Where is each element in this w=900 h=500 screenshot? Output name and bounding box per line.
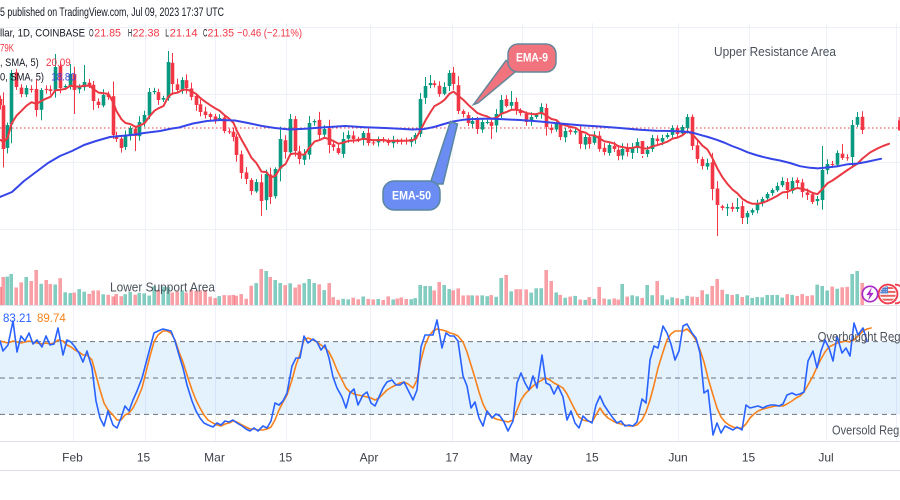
svg-text:Overbought Region: Overbought Region xyxy=(818,330,900,344)
svg-text:5 published on TradingView.com: 5 published on TradingView.com, Jul 09, … xyxy=(0,5,224,19)
svg-text:21.35: 21.35 xyxy=(208,28,235,40)
svg-text:Mar: Mar xyxy=(204,451,225,465)
svg-text:EMA-50: EMA-50 xyxy=(392,189,431,203)
svg-text:, SMA, 5): , SMA, 5) xyxy=(0,57,39,69)
svg-text:C: C xyxy=(203,28,207,40)
svg-text:15: 15 xyxy=(742,451,756,465)
svg-text:18.80: 18.80 xyxy=(51,72,76,84)
svg-text:89.74: 89.74 xyxy=(37,313,66,325)
svg-text:H: H xyxy=(128,28,132,40)
svg-text:22.38: 22.38 xyxy=(133,28,160,40)
svg-text:Feb: Feb xyxy=(62,451,83,465)
svg-text:17: 17 xyxy=(445,451,459,465)
svg-text:83.21: 83.21 xyxy=(3,313,32,325)
svg-text:Jun: Jun xyxy=(668,451,687,465)
svg-text:20.09: 20.09 xyxy=(46,57,71,69)
svg-text:21.14: 21.14 xyxy=(170,28,198,40)
svg-text:Apr: Apr xyxy=(360,451,379,465)
svg-text:0, SMA, 5): 0, SMA, 5) xyxy=(0,72,44,84)
svg-text:79K: 79K xyxy=(0,42,14,54)
svg-text:15: 15 xyxy=(585,451,599,465)
svg-text:llar, 1D, COINBASE: llar, 1D, COINBASE xyxy=(0,28,85,40)
svg-text:L: L xyxy=(165,28,169,40)
svg-text:EMA-9: EMA-9 xyxy=(516,51,548,65)
svg-text:Lower Support Area: Lower Support Area xyxy=(110,281,215,295)
svg-text:O: O xyxy=(89,28,94,40)
svg-text:15: 15 xyxy=(137,451,151,465)
svg-text:−0.46 (−2.11%): −0.46 (−2.11%) xyxy=(237,28,302,40)
svg-text:Upper Resistance Area: Upper Resistance Area xyxy=(714,45,836,59)
svg-text:21.85: 21.85 xyxy=(94,28,121,40)
svg-text:Jul: Jul xyxy=(818,451,833,465)
svg-text:May: May xyxy=(510,451,533,465)
svg-text:Oversold Region: Oversold Region xyxy=(832,424,900,438)
svg-text:15: 15 xyxy=(279,451,293,465)
